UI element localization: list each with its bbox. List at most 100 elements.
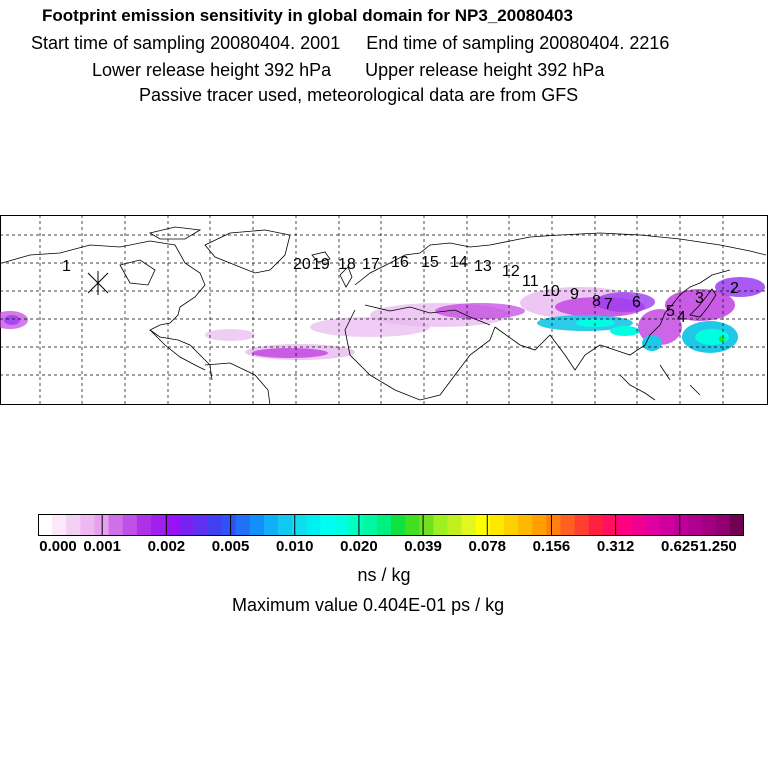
- colorbar-swatch: [503, 514, 519, 536]
- trajectory-label-11: 11: [522, 273, 539, 290]
- colorbar-swatch: [588, 514, 604, 536]
- sensitivity-plume: [0, 277, 765, 360]
- colorbar-swatch: [235, 514, 251, 536]
- colorbar-frame: [38, 514, 744, 536]
- colorbar-swatch: [475, 514, 491, 536]
- colorbar-swatch: [165, 514, 180, 536]
- colorbar-swatch: [179, 514, 194, 536]
- tracer-info-line: Passive tracer used, meteorological data…: [139, 85, 579, 105]
- colorbar-tick-label: 0.156: [532, 538, 571, 555]
- colorbar-swatch: [122, 514, 138, 536]
- colorbar-swatch: [306, 514, 321, 536]
- colorbar-swatch: [150, 514, 166, 536]
- colorbar-tick-label: 0.039: [404, 538, 442, 555]
- colorbar-swatch: [80, 514, 95, 536]
- grid-lines: [0, 215, 768, 405]
- colorbar-swatch: [249, 514, 265, 536]
- trajectory-label-8: 8: [592, 293, 601, 310]
- colorbar-tick-label: 0.002: [147, 538, 186, 555]
- colorbar-swatch: [362, 514, 378, 536]
- colorbar-swatch: [602, 514, 618, 536]
- colorbar-swatch: [489, 514, 505, 536]
- maximum-value-label: Maximum value 0.404E-01 ps / kg: [232, 595, 505, 615]
- mediterranean-coast: [364, 304, 491, 326]
- colorbar-swatch: [532, 514, 547, 536]
- plume-pacific-green: [719, 336, 725, 342]
- colorbar-swatch: [518, 514, 533, 536]
- plume-tibet-aqua-east: [610, 326, 640, 336]
- colorbar-swatch: [729, 514, 744, 536]
- europe-coast: [354, 232, 767, 286]
- trajectory-labels: 1 20 19 18 17 16 15 14 13 12 11 10 9 8 7…: [62, 254, 739, 326]
- plume-americas: [205, 329, 255, 341]
- release-point-marker: [87, 271, 109, 295]
- colorbar-swatch: [391, 514, 406, 536]
- trajectory-label-20: 20: [293, 256, 311, 273]
- plume-east-china-cyan: [642, 335, 662, 351]
- colorbar-swatch: [207, 514, 222, 536]
- colorbar-swatch: [419, 514, 434, 536]
- colorbar-swatch: [376, 514, 392, 536]
- map-title: Footprint emission sensitivity in global…: [42, 6, 573, 25]
- colorbar-tick-label: 0.078: [468, 538, 507, 555]
- colorbar-swatch: [546, 514, 561, 536]
- colorbar-swatch: [66, 514, 81, 536]
- plume-northwest-pacific: [715, 277, 765, 297]
- colorbar-swatch: [221, 514, 237, 536]
- colorbar-tick-label: 1.250: [699, 538, 737, 555]
- trajectory-label-14: 14: [450, 254, 468, 271]
- north-america-coast: [1, 240, 213, 381]
- colorbar-swatch: [701, 514, 717, 536]
- colorbar-swatch: [136, 514, 152, 536]
- upper-release-height-label: Upper release height 392 hPa: [365, 60, 605, 80]
- colorbar-swatch: [673, 514, 688, 536]
- iceland-coast: [311, 251, 331, 263]
- colorbar-swatch: [52, 514, 67, 536]
- central-america-coast: [149, 329, 206, 371]
- colorbar-swatch: [38, 514, 53, 536]
- lower-release-height-label: Lower release height 392 hPa: [92, 60, 332, 80]
- japan-coast: [689, 288, 717, 318]
- colorbar-unit: ns / kg: [357, 565, 411, 585]
- plume-west-edge-core: [4, 315, 20, 325]
- release-height-line: Lower release height 392 hPa Upper releas…: [92, 60, 604, 81]
- colorbar-tick-label: 0.625: [661, 538, 699, 555]
- arctic-islands: [148, 226, 202, 240]
- trajectory-label-7: 7: [604, 296, 613, 313]
- trajectory-label-6: 6: [632, 294, 641, 311]
- colorbar-swatch: [334, 514, 350, 536]
- colorbar-swatch: [715, 514, 731, 536]
- plume-asia-violet: [595, 292, 655, 312]
- colorbar-swatch: [278, 514, 293, 536]
- colorbar-swatch: [461, 514, 477, 536]
- colorbar-swatch: [405, 514, 420, 536]
- trajectory-label-5: 5: [666, 303, 675, 320]
- start-time-label: Start time of sampling 20080404. 2001: [31, 33, 341, 53]
- colorbar-tick-label: 0.000: [39, 538, 77, 555]
- world-map: 1 20 19 18 17 16 15 14 13 12 11 10 9 8 7…: [0, 215, 768, 405]
- plume-middle-east: [435, 303, 525, 319]
- colorbar-tick-label: 0.020: [340, 538, 378, 555]
- trajectory-label-1: 1: [62, 258, 71, 275]
- colorbar-swatch: [687, 514, 703, 536]
- colorbar-dividers: [101, 514, 681, 536]
- colorbar-swatch: [631, 514, 646, 536]
- trajectory-label-9: 9: [570, 286, 579, 303]
- trajectory-label-15: 15: [421, 254, 439, 271]
- trajectory-label-4: 4: [677, 309, 686, 326]
- colorbar-tick-label: 0.010: [275, 538, 314, 555]
- plume-atlantic-core: [252, 348, 328, 358]
- southeast-asia-islands: [619, 364, 701, 401]
- colorbar-tick-label: 0.005: [211, 538, 250, 555]
- colorbar-swatch: [447, 514, 462, 536]
- colorbar-swatch: [616, 514, 632, 536]
- colorbar-swatch: [320, 514, 335, 536]
- trajectory-label-10: 10: [542, 283, 560, 300]
- colorbar-swatches: [38, 514, 744, 536]
- trajectory-label-17: 17: [362, 256, 380, 273]
- greenland-coast: [204, 229, 291, 274]
- trajectory-label-18: 18: [338, 256, 356, 273]
- colorbar: [38, 514, 744, 536]
- sampling-time-line: Start time of sampling 20080404. 2001 End…: [31, 33, 669, 54]
- colorbar-swatch: [348, 514, 364, 536]
